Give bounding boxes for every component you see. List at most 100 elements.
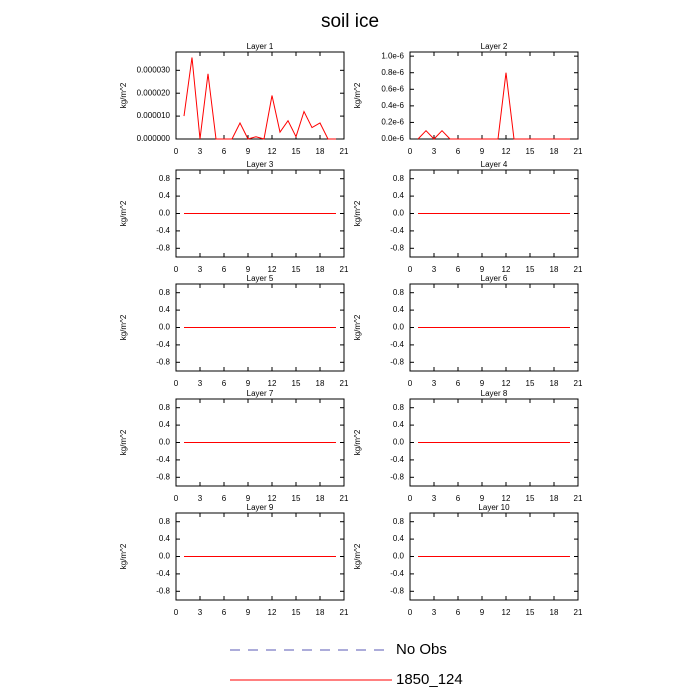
x-tick-label: 21: [340, 494, 349, 503]
x-tick-label: 0: [174, 608, 179, 617]
x-tick-label: 0: [174, 265, 179, 274]
x-tick-label: 0: [408, 608, 413, 617]
panel-title: Layer 2: [481, 42, 508, 51]
panel-title: Layer 8: [481, 389, 508, 398]
x-tick-label: 18: [550, 265, 559, 274]
y-tick-label: -0.4: [390, 226, 404, 235]
figure-title: soil ice: [321, 11, 379, 32]
x-tick-label: 3: [198, 265, 203, 274]
x-tick-label: 15: [292, 147, 301, 156]
x-tick-label: 3: [432, 265, 437, 274]
y-tick-label: 0.8: [159, 174, 171, 183]
x-tick-label: 6: [456, 147, 461, 156]
x-tick-label: 9: [246, 608, 251, 617]
x-tick-label: 18: [316, 379, 325, 388]
y-tick-label: -0.8: [390, 357, 404, 366]
y-tick-label: -0.8: [390, 472, 404, 481]
y-tick-label: 0.0: [159, 552, 171, 561]
y-tick-label: -0.8: [390, 586, 404, 595]
x-tick-label: 0: [408, 379, 413, 388]
x-tick-label: 21: [574, 494, 583, 503]
y-tick-label: 0.8: [393, 517, 405, 526]
x-tick-label: 3: [432, 494, 437, 503]
x-tick-label: 18: [550, 608, 559, 617]
y-tick-label: 0.8: [159, 288, 171, 297]
y-tick-label: 0.4: [159, 534, 171, 543]
x-tick-label: 15: [292, 379, 301, 388]
y-tick-label: -0.4: [156, 455, 170, 464]
x-tick-label: 3: [432, 147, 437, 156]
y-tick-label: -0.8: [156, 586, 170, 595]
x-tick-label: 15: [292, 494, 301, 503]
x-tick-label: 15: [292, 608, 301, 617]
x-tick-label: 9: [480, 379, 485, 388]
x-tick-label: 9: [246, 379, 251, 388]
y-tick-label: 0.4: [393, 420, 405, 429]
y-tick-label: 0.0e-6: [381, 134, 404, 143]
y-tick-label: -0.8: [156, 357, 170, 366]
y-axis-label: kg/m^2: [119, 429, 128, 455]
x-tick-label: 6: [456, 379, 461, 388]
y-tick-label: 0.4: [393, 534, 405, 543]
y-tick-label: -0.8: [156, 243, 170, 252]
x-tick-label: 21: [340, 608, 349, 617]
x-tick-label: 18: [550, 379, 559, 388]
y-axis-label: kg/m^2: [353, 429, 362, 455]
x-tick-label: 3: [198, 494, 203, 503]
x-tick-label: 0: [408, 147, 413, 156]
y-tick-label: 0.000030: [137, 65, 171, 74]
x-tick-label: 15: [526, 265, 535, 274]
x-tick-label: 3: [198, 147, 203, 156]
x-tick-label: 12: [502, 147, 511, 156]
y-tick-label: 0.0: [393, 323, 405, 332]
y-tick-label: 0.000020: [137, 88, 171, 97]
x-tick-label: 21: [574, 608, 583, 617]
y-tick-label: -0.4: [390, 340, 404, 349]
x-tick-label: 21: [340, 147, 349, 156]
y-tick-label: 0.0: [159, 209, 171, 218]
x-tick-label: 12: [502, 379, 511, 388]
x-tick-label: 0: [174, 494, 179, 503]
x-tick-label: 18: [316, 608, 325, 617]
y-tick-label: 0.4: [159, 191, 171, 200]
x-tick-label: 12: [268, 147, 277, 156]
x-tick-label: 15: [526, 379, 535, 388]
y-tick-label: -0.4: [156, 569, 170, 578]
x-tick-label: 6: [222, 265, 227, 274]
y-tick-label: 0.0: [393, 209, 405, 218]
y-tick-label: 0.4e-6: [381, 101, 404, 110]
y-axis-label: kg/m^2: [353, 543, 362, 569]
y-tick-label: 0.0: [159, 438, 171, 447]
x-tick-label: 6: [456, 494, 461, 503]
y-tick-label: 0.8: [159, 517, 171, 526]
y-axis-label: kg/m^2: [353, 314, 362, 340]
x-tick-label: 3: [432, 608, 437, 617]
x-tick-label: 18: [316, 494, 325, 503]
panel-title: Layer 5: [247, 274, 274, 283]
y-tick-label: 0.0: [393, 438, 405, 447]
x-tick-label: 6: [456, 265, 461, 274]
legend-label: No Obs: [396, 641, 447, 658]
x-tick-label: 0: [408, 265, 413, 274]
x-tick-label: 0: [174, 379, 179, 388]
x-tick-label: 3: [198, 608, 203, 617]
x-tick-label: 9: [480, 147, 485, 156]
y-tick-label: -0.4: [156, 226, 170, 235]
y-axis-label: kg/m^2: [119, 200, 128, 226]
panel-title: Layer 1: [247, 42, 274, 51]
x-tick-label: 15: [526, 608, 535, 617]
x-tick-label: 6: [222, 379, 227, 388]
x-tick-label: 6: [456, 608, 461, 617]
y-tick-label: 0.8e-6: [381, 68, 404, 77]
y-tick-label: -0.4: [156, 340, 170, 349]
x-tick-label: 15: [292, 265, 301, 274]
legend-label: 1850_124: [396, 671, 463, 688]
x-tick-label: 9: [246, 147, 251, 156]
x-tick-label: 15: [526, 494, 535, 503]
y-tick-label: 0.0: [159, 323, 171, 332]
x-tick-label: 21: [574, 379, 583, 388]
panel-title: Layer 9: [247, 503, 274, 512]
y-axis-label: kg/m^2: [119, 543, 128, 569]
y-tick-label: 0.8: [393, 174, 405, 183]
plot-frame: [175, 51, 345, 140]
